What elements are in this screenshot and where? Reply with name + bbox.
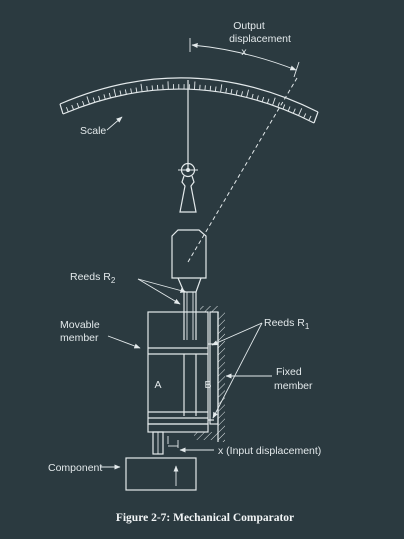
component-block <box>125 457 197 491</box>
scale-tick <box>71 104 74 110</box>
scale-tick <box>108 92 111 98</box>
scale-tick <box>92 97 96 103</box>
scale-tick <box>272 97 276 106</box>
scale-tick <box>98 95 101 101</box>
movable-member-body <box>147 311 209 425</box>
reeds-r2-label: Reeds R2 <box>70 271 116 285</box>
scale-tick <box>303 113 307 119</box>
scale-tick <box>308 115 312 121</box>
scale-tick <box>287 106 291 112</box>
scale-tick <box>65 106 69 112</box>
scale-tick <box>292 108 296 114</box>
scale-tick <box>82 100 85 106</box>
fixed-label-line2: member <box>274 380 313 392</box>
scale-tick <box>140 83 143 92</box>
scale-arrow <box>106 116 123 131</box>
scale-tick <box>246 89 249 98</box>
movable-label-line2: member <box>60 332 99 344</box>
label-b: B <box>204 379 211 391</box>
scale-tick <box>261 96 265 102</box>
scale-tick <box>76 102 80 108</box>
component-label: Component <box>48 462 102 474</box>
scale-tick <box>235 90 238 96</box>
scale-tick <box>298 108 303 116</box>
scale-tick <box>146 85 148 92</box>
pointer-carrier <box>171 229 207 279</box>
scale-tick <box>130 88 133 94</box>
output-label-line2: displacement <box>229 33 291 45</box>
dashed-projection <box>187 77 298 263</box>
scale-tick <box>220 84 223 93</box>
scale-tick <box>266 98 270 104</box>
scale-tick <box>103 94 106 100</box>
scale-tick <box>86 96 90 105</box>
scale-tick <box>230 89 233 95</box>
figure-caption: Figure 2-7: Mechanical Comparator <box>116 512 294 524</box>
scale-tick <box>119 90 122 96</box>
pointer-arm <box>179 175 197 213</box>
scale-tick <box>135 87 138 93</box>
scale-tick <box>209 85 212 91</box>
movable-label-line1: Movable <box>60 319 100 331</box>
scale-arc <box>59 77 319 124</box>
output-displacement-dimension <box>189 38 300 78</box>
fixed-label-line1: Fixed <box>276 366 302 378</box>
scale-tick <box>240 91 243 97</box>
scale-label: Scale <box>80 125 106 137</box>
scale-tick <box>256 95 259 101</box>
scale-tick <box>225 88 228 94</box>
scale-tick <box>113 88 117 97</box>
output-x-label: x <box>241 46 247 58</box>
scale-tick <box>124 89 127 95</box>
reeds-r1-label: Reeds R1 <box>264 317 310 331</box>
scale-ticks <box>65 81 312 121</box>
fixed-member-hatch <box>218 312 225 442</box>
scale-tick <box>282 104 286 110</box>
label-a: A <box>154 379 161 391</box>
scale-tick <box>277 102 280 108</box>
input-displacement-label: x (Input displacement) <box>218 445 321 457</box>
scale-tick <box>214 86 217 92</box>
scale-tick <box>251 93 254 99</box>
output-label-line1: Output <box>233 20 265 32</box>
